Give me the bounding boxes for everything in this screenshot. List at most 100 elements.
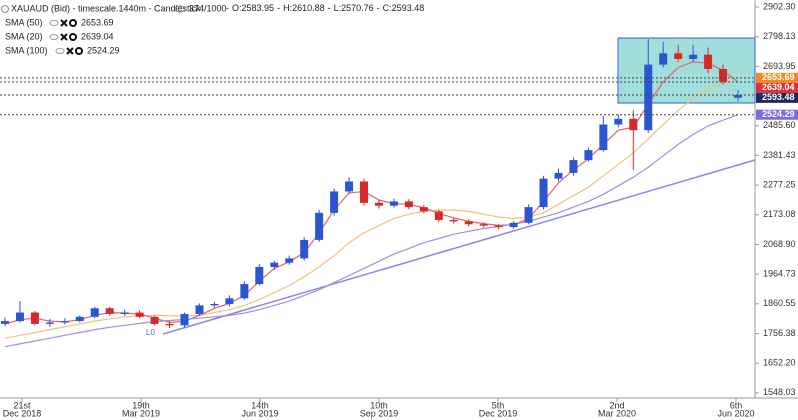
settings-icon[interactable]	[69, 19, 77, 27]
ohlc-label: H:	[283, 3, 292, 13]
candle-body	[704, 54, 713, 69]
y-tick-label: 2693.95	[763, 61, 796, 71]
eye-icon[interactable]	[174, 5, 186, 13]
candle-body	[165, 323, 174, 326]
annotation: L0	[146, 328, 155, 337]
eye-icon[interactable]	[49, 34, 59, 40]
candle-body	[270, 262, 279, 267]
candle-body	[60, 321, 69, 323]
candle-body	[225, 298, 234, 304]
remove-icon[interactable]	[60, 19, 68, 27]
candle-body	[374, 202, 383, 206]
settings-icon[interactable]	[75, 47, 83, 55]
y-tick-label: 2798.13	[763, 31, 796, 41]
candle-body	[689, 54, 698, 59]
separator: -	[377, 3, 380, 13]
candle-body	[464, 221, 473, 225]
candle-body	[614, 118, 623, 125]
candle-body	[255, 266, 264, 285]
y-tick-label: 1652.20	[763, 358, 796, 368]
candle-body	[300, 239, 309, 259]
legend-value: 2653.69	[81, 17, 114, 27]
candle-body	[180, 313, 189, 326]
ohlc-value: 2583.95	[242, 3, 275, 13]
legend-name: SMA (50)	[5, 17, 43, 27]
legend-value: 2639.04	[81, 31, 114, 41]
y-tick-label: 2485.60	[763, 120, 796, 130]
candle-body	[195, 305, 204, 314]
candle-body	[539, 178, 548, 208]
candle-body	[15, 312, 24, 322]
legend-name: SMA (20)	[5, 31, 43, 41]
candle-body	[599, 124, 608, 151]
x-tick-date: Jun 2020	[717, 408, 754, 418]
remove-icon[interactable]	[66, 47, 74, 55]
eye-icon[interactable]	[49, 20, 59, 26]
ohlc-label: L:	[334, 3, 342, 13]
candle-body	[674, 53, 683, 59]
x-tick-label: 5th	[492, 400, 505, 410]
candle-body	[449, 219, 458, 222]
title: XAUAUD (Bid) - timescale.1440m - Candles…	[11, 3, 201, 13]
candle-body	[524, 207, 533, 223]
price-label-box	[756, 92, 798, 103]
x-tick-date: Dec 2018	[3, 408, 42, 418]
header: XAUAUD (Bid) - timescale.1440m - Candles…	[1, 3, 424, 13]
candle-body	[494, 225, 503, 228]
candle-body	[105, 308, 114, 314]
eye-icon[interactable]	[55, 48, 65, 54]
candle-body	[734, 95, 742, 98]
x-tick-label: 14th	[251, 400, 269, 410]
settings-icon[interactable]	[69, 33, 77, 41]
icon	[1, 5, 9, 13]
x-tick-label: 2nd	[609, 400, 624, 410]
trend-line[interactable]	[162, 159, 756, 335]
candle-body	[30, 312, 39, 324]
price-label-box	[756, 109, 798, 120]
selection-box[interactable]	[617, 37, 756, 104]
candle-body	[644, 64, 653, 131]
candle-body	[659, 53, 668, 65]
legend: SMA (50) 2653.69 SMA (20) 2639.04 SMA (100) 2…	[5, 17, 120, 55]
candle-body	[360, 181, 369, 203]
remove-icon[interactable]	[60, 33, 68, 41]
candle-body	[90, 308, 99, 317]
candle-body	[150, 316, 159, 324]
y-tick-label: 1860.55	[763, 298, 796, 308]
sma-line	[4, 77, 739, 339]
candle-body	[419, 207, 428, 212]
separator: -	[226, 3, 229, 13]
candle-body	[285, 258, 294, 263]
candle-body	[45, 322, 54, 324]
y-tick-label: 2277.25	[763, 179, 796, 189]
price-label-box	[756, 72, 798, 83]
separator: -	[277, 3, 280, 13]
ohlc-value: 2570.76	[341, 3, 374, 13]
price-label: 2524.29	[762, 109, 795, 119]
candle-body	[240, 284, 249, 299]
candle-body	[629, 118, 638, 131]
price-label-box	[756, 82, 798, 93]
x-tick-label: 19th	[132, 400, 150, 410]
y-tick-label: 2381.43	[763, 150, 796, 160]
sma-line	[4, 114, 739, 348]
candle-body	[315, 212, 324, 240]
candle-body	[479, 224, 488, 226]
candle-body	[345, 181, 354, 192]
candle-body	[1, 321, 9, 324]
bar-count: 374/1000	[189, 3, 227, 13]
y-tick-label: 2068.90	[763, 239, 796, 249]
ohlc: - O:2583.95- H:2610.88- L:2570.76- C:2593.48	[226, 3, 424, 13]
x-tick-date: Jun 2019	[241, 408, 278, 418]
candle-body	[210, 303, 219, 306]
y-tick-label: 2902.30	[763, 1, 796, 11]
y-tick-label: 1756.38	[763, 328, 796, 338]
ohlc-label: C:	[383, 3, 392, 13]
y-tick-label: 2173.08	[763, 209, 796, 219]
price-label: 2593.48	[762, 92, 795, 102]
separator: -	[328, 3, 331, 13]
legend-name: SMA (100)	[5, 45, 48, 55]
x-tick-label: 6th	[730, 400, 743, 410]
